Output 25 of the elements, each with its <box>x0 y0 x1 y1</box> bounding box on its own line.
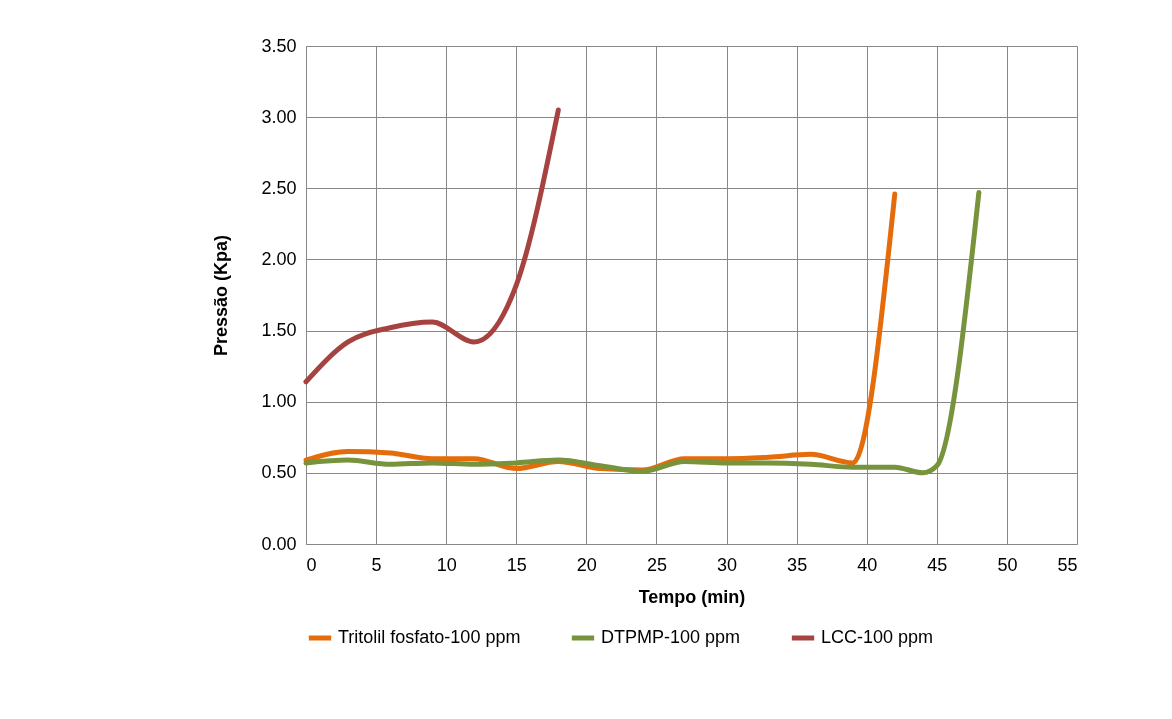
y-tick-label: 2.00 <box>261 248 297 269</box>
x-tick-label: 0 <box>306 554 317 575</box>
y-tick-label: 0.50 <box>261 462 297 483</box>
y-tick-label: 1.50 <box>261 320 297 341</box>
x-tick-label: 30 <box>717 554 738 575</box>
x-axis-title: Tempo (min) <box>638 586 746 607</box>
legend-label: LCC-100 ppm <box>821 627 934 647</box>
x-tick-label: 20 <box>576 554 597 575</box>
y-tick-label: 0.00 <box>261 533 297 554</box>
x-tick-label: 40 <box>857 554 878 575</box>
y-tick-label: 1.00 <box>261 391 297 412</box>
x-tick-label: 15 <box>506 554 527 575</box>
x-tick-label: 50 <box>997 554 1018 575</box>
x-tick-label: 55 <box>1057 554 1078 575</box>
y-tick-label: 3.50 <box>261 35 297 56</box>
x-tick-label: 45 <box>927 554 948 575</box>
x-tick-label: 5 <box>371 554 382 575</box>
legend-label: Tritolil fosfato-100 ppm <box>338 627 521 647</box>
x-tick-label: 10 <box>436 554 457 575</box>
x-tick-label: 35 <box>787 554 808 575</box>
y-axis-title: Pressão (Kpa) <box>211 234 232 357</box>
x-tick-label: 25 <box>646 554 667 575</box>
y-tick-label: 3.00 <box>261 106 297 127</box>
y-tick-label: 2.50 <box>261 177 297 198</box>
legend-label: DTPMP-100 ppm <box>601 627 741 647</box>
